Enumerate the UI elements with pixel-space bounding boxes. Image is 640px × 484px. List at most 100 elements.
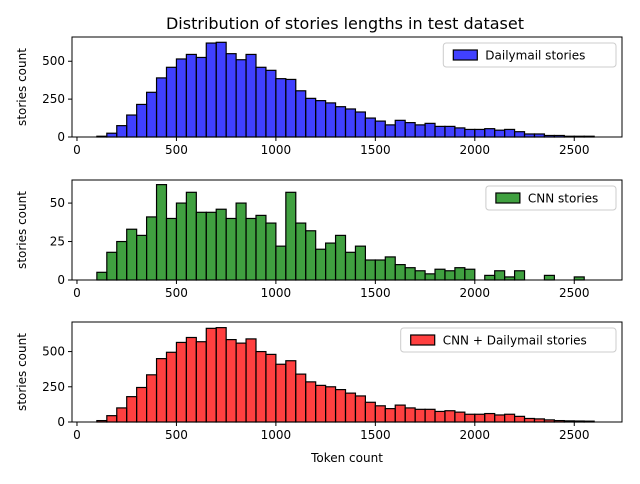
- histogram-bar: [106, 132, 118, 138]
- histogram-bar: [364, 259, 376, 281]
- histogram-bar: [165, 351, 178, 423]
- histogram-bar: [434, 410, 446, 423]
- histogram-bar: [464, 413, 476, 423]
- x-tick-label: 1000: [261, 286, 292, 300]
- histogram-bar: [513, 415, 526, 423]
- histogram-bar: [265, 353, 277, 423]
- x-tick-label: 500: [165, 428, 188, 442]
- histogram-bar: [116, 240, 128, 281]
- histogram-bar: [295, 90, 307, 138]
- histogram-bar: [424, 408, 436, 423]
- histogram-bar: [414, 124, 426, 138]
- histogram-bar: [305, 381, 317, 423]
- histogram-bar: [185, 53, 197, 138]
- histogram-bar: [136, 386, 148, 423]
- histogram-bar: [245, 53, 257, 138]
- y-tick-label: 250: [42, 380, 65, 394]
- x-tick-label: 2000: [460, 428, 491, 442]
- legend-label: Dailymail stories: [485, 49, 585, 63]
- legend-swatch: [410, 334, 436, 346]
- histogram-bar: [255, 350, 267, 423]
- histogram-bar: [354, 111, 366, 138]
- histogram-bar: [404, 122, 416, 138]
- histogram-bar: [225, 339, 237, 423]
- y-axis-label: stories count: [15, 48, 29, 126]
- histogram-bar: [523, 417, 536, 423]
- histogram-bar: [325, 242, 337, 281]
- histogram-bar: [235, 202, 247, 281]
- y-tick-label: 500: [42, 345, 65, 359]
- y-tick-label: 25: [50, 235, 65, 249]
- y-axis-label: stories count: [15, 191, 29, 269]
- figure-title: Distribution of stories lengths in test …: [166, 14, 524, 33]
- histogram-bar: [205, 327, 217, 423]
- legend-swatch: [495, 192, 521, 204]
- histogram-bar: [205, 211, 217, 281]
- histogram-bar: [165, 217, 178, 281]
- legend-label: CNN + Dailymail stories: [443, 334, 587, 348]
- histogram-bar: [126, 228, 138, 281]
- histogram-bar: [235, 59, 247, 138]
- legend: CNN + Dailymail stories: [400, 327, 617, 353]
- histogram-bar: [454, 127, 466, 138]
- histogram-bar: [384, 408, 396, 423]
- histogram-bar: [106, 415, 118, 423]
- histogram-bar: [96, 271, 108, 281]
- x-tick-label: 2000: [460, 286, 491, 300]
- histogram-panel-3: 0 500 1000 1500 2000 2500 0 250 500 stories count…: [15, 321, 623, 465]
- legend-swatch: [452, 49, 478, 61]
- x-tick-label: 0: [73, 428, 81, 442]
- histogram-bar: [195, 211, 207, 281]
- histogram-bar: [464, 128, 476, 138]
- axes-frame: [71, 321, 623, 423]
- histogram-bar: [394, 264, 406, 281]
- histogram-bar: [315, 100, 327, 138]
- histogram-bar: [484, 274, 496, 281]
- histogram-bar: [315, 384, 327, 423]
- histogram-bar: [155, 358, 168, 423]
- histogram-bar: [265, 69, 277, 138]
- legend: Dailymail stories: [442, 42, 617, 68]
- histogram-bar: [325, 102, 337, 138]
- axes-frame: [71, 179, 623, 281]
- histogram-bar: [454, 267, 466, 281]
- histogram-bar: [334, 234, 347, 281]
- histogram-bar: [344, 392, 357, 423]
- histogram-bar: [315, 248, 327, 281]
- y-tick-label: 0: [57, 130, 65, 144]
- histogram-bar: [245, 338, 257, 423]
- legend-box: [400, 327, 617, 353]
- x-tick-label: 500: [165, 143, 188, 157]
- histogram-bar: [434, 268, 446, 281]
- histogram-bar: [145, 374, 158, 423]
- histogram-bar: [494, 270, 506, 281]
- histogram-panel-2: 0 500 1000 1500 2000 2500 0 25 50 stories count CN…: [15, 179, 623, 300]
- histogram-bar: [275, 78, 287, 138]
- histogram-bar: [195, 341, 207, 423]
- histogram-bar: [225, 53, 237, 138]
- histogram-bar: [494, 129, 506, 138]
- histogram-bar: [245, 217, 257, 281]
- histogram-bar: [354, 395, 366, 423]
- y-axis-label: stories count: [15, 333, 29, 411]
- histogram-bar: [434, 125, 446, 138]
- histogram-bar: [374, 259, 386, 281]
- histogram-bar: [394, 404, 406, 423]
- x-tick-label: 1500: [360, 143, 391, 157]
- histogram-bar: [384, 124, 396, 138]
- histogram-bar: [195, 56, 207, 138]
- histogram-bar: [513, 131, 526, 138]
- y-tick-label: 0: [57, 415, 65, 429]
- histogram-bar: [106, 251, 118, 281]
- histogram-bar: [404, 407, 416, 423]
- histogram-bar: [484, 412, 496, 423]
- x-tick-label: 1500: [360, 428, 391, 442]
- histogram-bar: [374, 120, 386, 138]
- histogram-panel-1: 0 500 1000 1500 2000 2500 0 250 500 stories count…: [15, 36, 623, 157]
- histogram-bar: [354, 245, 366, 281]
- histogram-bar: [444, 270, 456, 281]
- histogram-bar: [484, 128, 496, 138]
- histogram-bar: [145, 91, 158, 138]
